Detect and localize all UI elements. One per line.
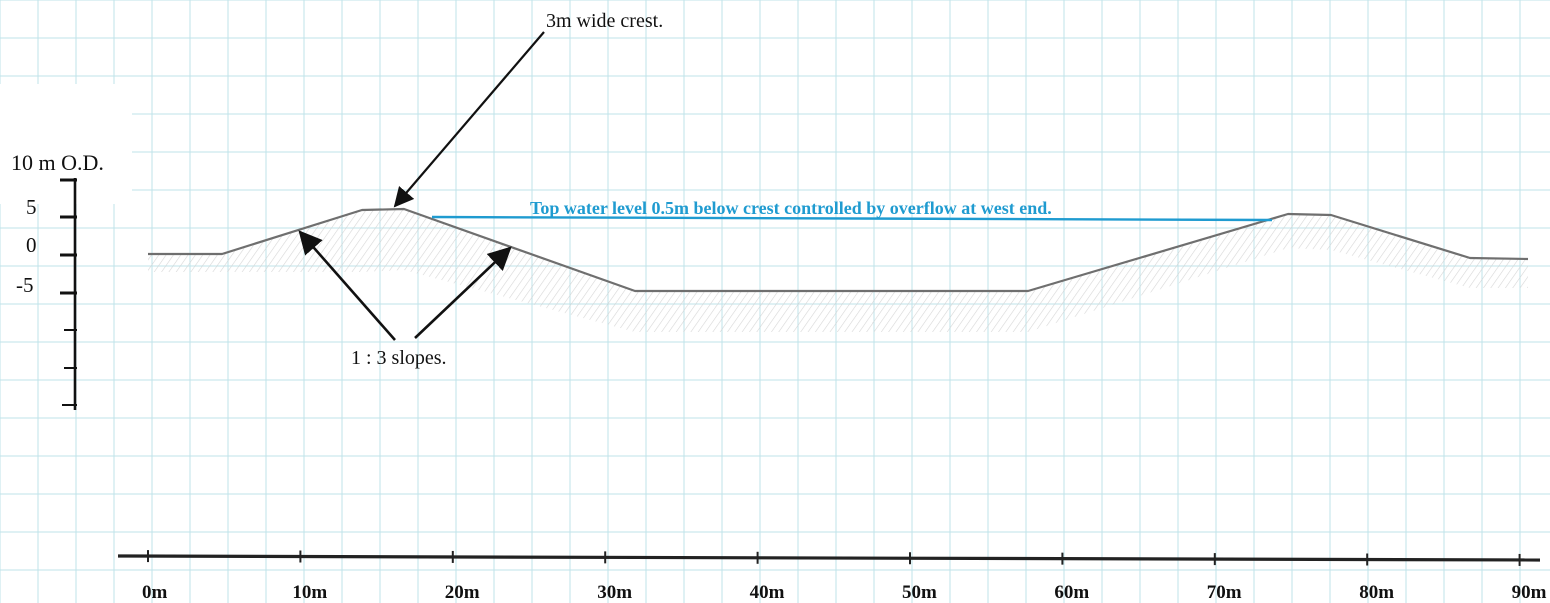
crest-arrow bbox=[393, 31, 545, 208]
water-level-annotation: Top water level 0.5m below crest control… bbox=[530, 198, 1052, 218]
x-tick-label: 10m bbox=[292, 582, 327, 603]
y-label-10m-od: 10 m O.D. bbox=[11, 150, 104, 175]
label-backdrop bbox=[0, 84, 132, 204]
x-tick-label: 60m bbox=[1054, 582, 1089, 603]
water-level-line bbox=[431, 215, 1273, 222]
slope-arrow-left bbox=[298, 230, 396, 341]
x-tick-label: 20m bbox=[445, 582, 480, 603]
x-tick-label: 50m bbox=[902, 582, 937, 603]
x-tick-label: 90m bbox=[1512, 582, 1547, 603]
earthwork-shading bbox=[148, 209, 1528, 332]
y-label-5: 5 bbox=[26, 195, 37, 219]
slope-arrow-right bbox=[414, 246, 512, 339]
x-tick-label: 30m bbox=[597, 582, 632, 603]
y-label-0: 0 bbox=[26, 233, 37, 257]
y-label-minus-5: -5 bbox=[16, 273, 34, 297]
x-tick-label: 80m bbox=[1359, 582, 1394, 603]
x-tick-label: 70m bbox=[1207, 582, 1242, 603]
slopes-annotation: 1 : 3 slopes. bbox=[351, 347, 447, 369]
crest-annotation: 3m wide crest. bbox=[546, 10, 663, 32]
x-axis-labels: 0m 10m 20m 30m 40m 50m 60m 70m 80m 90m bbox=[142, 582, 1547, 603]
y-axis bbox=[60, 178, 77, 410]
x-axis bbox=[117, 550, 1541, 566]
x-tick-label: 40m bbox=[750, 582, 785, 603]
ground-profile-line bbox=[148, 207, 1529, 293]
x-tick-label: 0m bbox=[142, 582, 168, 603]
